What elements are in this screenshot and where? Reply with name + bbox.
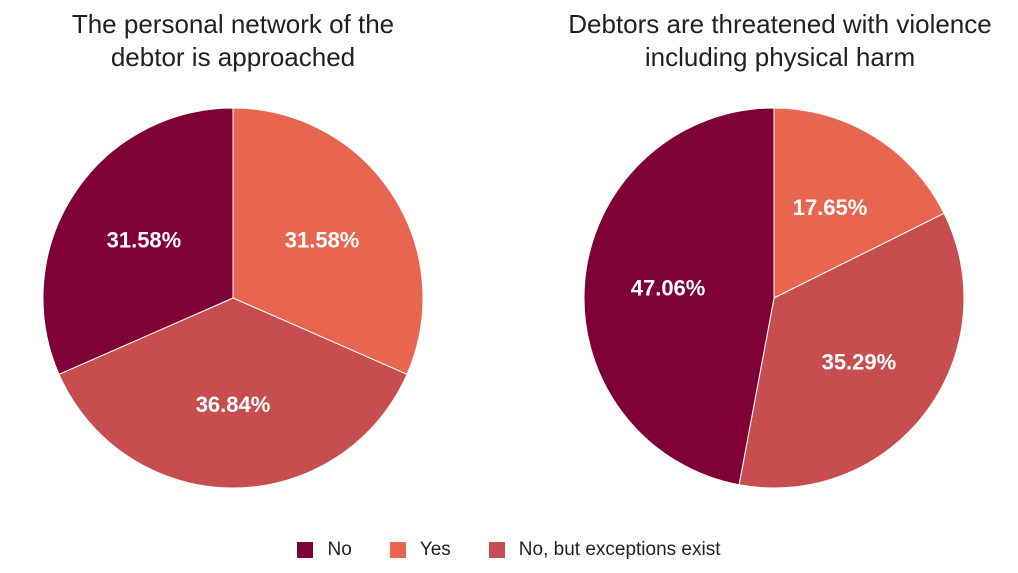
- legend-label-yes: Yes: [419, 539, 451, 560]
- pie-slice-0-no: [42, 107, 234, 375]
- legend-item-no: No: [297, 539, 352, 561]
- legend-label-no: No: [327, 539, 352, 560]
- legend-item-yes: Yes: [389, 539, 451, 561]
- pie-slice-0-no-but-exceptions-exist: [58, 297, 408, 489]
- pie-chart-left: 31.58% 36.84% 31.58%: [42, 107, 424, 489]
- pie-label-0-no: 31.58%: [107, 227, 182, 252]
- legend-swatch-yes: [389, 542, 406, 558]
- pie-label-1-no: 47.06%: [631, 276, 706, 301]
- legend-item-no-but-exceptions: No, but exceptions exist: [488, 539, 721, 561]
- pie-label-1-yes: 17.65%: [793, 195, 868, 220]
- legend-swatch-no-but-exceptions: [488, 542, 505, 558]
- legend-label-no-but-exceptions: No, but exceptions exist: [518, 539, 721, 560]
- pie-label-0-no-but-exceptions-exist: 36.84%: [196, 392, 271, 417]
- chart-title-left: The personal network of the debtor is ap…: [71, 9, 395, 72]
- legend: No Yes No, but exceptions exist: [0, 536, 1018, 564]
- pie-slice-1-no: [583, 107, 775, 486]
- pie-label-0-yes: 31.58%: [285, 227, 360, 252]
- pie-chart-right: 17.65% 35.29% 47.06%: [583, 107, 965, 489]
- pie-label-1-no-but-exceptions-exist: 35.29%: [822, 350, 897, 375]
- chart-title-right: Debtors are threatened with violence inc…: [568, 9, 992, 72]
- pie-slice-1-yes: [773, 107, 945, 299]
- pie-slice-1-no-but-exceptions-exist: [738, 212, 965, 489]
- pie-slice-0-yes: [232, 107, 424, 375]
- legend-swatch-no: [297, 542, 314, 558]
